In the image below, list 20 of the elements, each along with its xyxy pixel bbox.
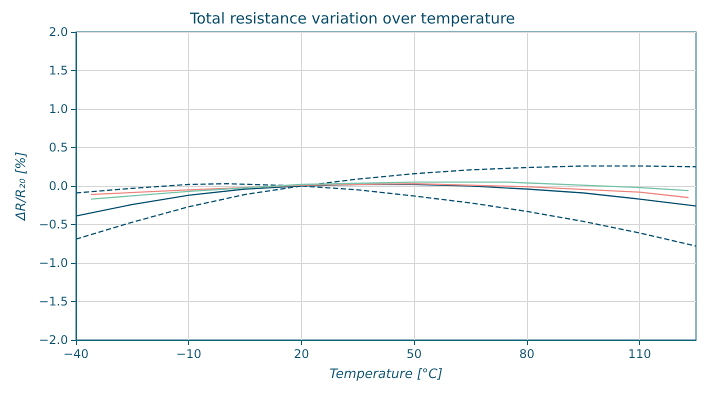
line-series: [75, 183, 697, 247]
y-tick-label: −1.0: [38, 256, 68, 270]
x-tick-label: −10: [176, 347, 202, 361]
x-tick-label: 110: [628, 347, 652, 361]
x-tick-label: 50: [406, 347, 422, 361]
chart-title: Total resistance variation over temperature: [188, 10, 516, 28]
y-tick-label: −2.0: [38, 333, 68, 347]
y-tick-label: 0.0: [48, 179, 68, 193]
y-tick-label: 1.5: [48, 64, 68, 78]
line-series: [75, 165, 697, 240]
x-tick-label: −40: [63, 347, 89, 361]
x-tick-label: 80: [519, 347, 535, 361]
y-tick-label: −1.5: [38, 294, 68, 308]
y-tick-label: 2.0: [48, 25, 68, 39]
y-tick-label: 0.5: [48, 140, 68, 154]
y-tick-label: −0.5: [38, 218, 68, 232]
x-axis-title: Temperature [°C]: [329, 367, 443, 382]
y-axis-title: ΔR/R₂₀ [%]: [14, 152, 29, 222]
x-tick-label: 20: [294, 347, 310, 361]
y-tick-label: 1.0: [48, 102, 68, 116]
